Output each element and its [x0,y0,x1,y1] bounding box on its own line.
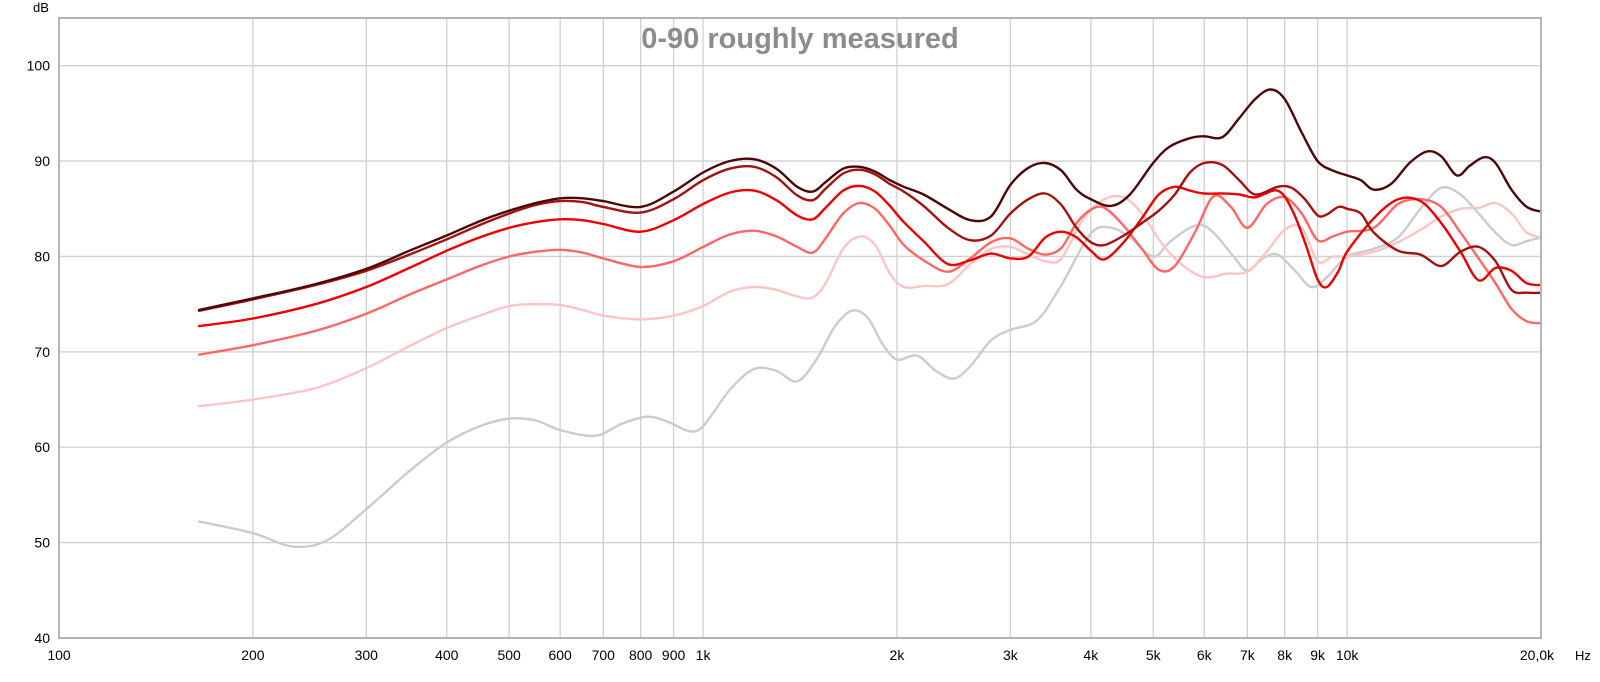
x-tick-label: 600 [548,647,572,663]
x-tick-label: 10k [1336,647,1360,663]
series-layer [197,88,1543,549]
y-tick-label: 70 [34,344,50,360]
chart-title: 0-90 roughly measured [641,23,959,55]
x-tick-label: 20,0k [1520,647,1555,663]
x-tick-label: 100 [47,647,71,663]
y-tick-label: 100 [27,58,51,74]
x-tick-label: 8k [1277,647,1293,663]
y-tick-label: 60 [34,439,50,455]
x-tick-label: 300 [355,647,379,663]
y-tick-label: 50 [34,535,50,551]
series-line-6 [197,88,1543,312]
plot-area [59,18,1541,638]
x-axis-unit-label: Hz [1575,648,1591,663]
x-tick-label: 700 [592,647,616,663]
x-tick-label: 500 [497,647,521,663]
x-tick-label: 1k [696,647,712,663]
x-tick-label: 900 [662,647,686,663]
y-tick-label: 80 [34,248,50,264]
x-tick-label: 5k [1146,647,1162,663]
x-tick-label: 9k [1310,647,1326,663]
y-axis-unit-label: dB [33,0,49,15]
tick-labels: 100 200 300 400 500 600 700 800 900 1k 2k 3k 4k 5k 6k 7… [27,58,1555,663]
y-tick-label: 40 [34,630,50,646]
x-tick-label: 3k [1003,647,1019,663]
series-line-2 [197,194,1543,408]
x-tick-label: 2k [890,647,906,663]
y-tick-label: 90 [34,153,50,169]
series-line-4 [197,184,1543,328]
x-tick-label: 4k [1083,647,1099,663]
series-line-5 [197,161,1543,312]
x-tick-label: 200 [241,647,265,663]
series-line-3 [197,194,1543,356]
x-tick-label: 800 [629,647,653,663]
x-tick-label: 6k [1197,647,1213,663]
plot-frame [58,17,1542,639]
x-tick-label: 400 [435,647,459,663]
x-tick-label: 7k [1240,647,1256,663]
